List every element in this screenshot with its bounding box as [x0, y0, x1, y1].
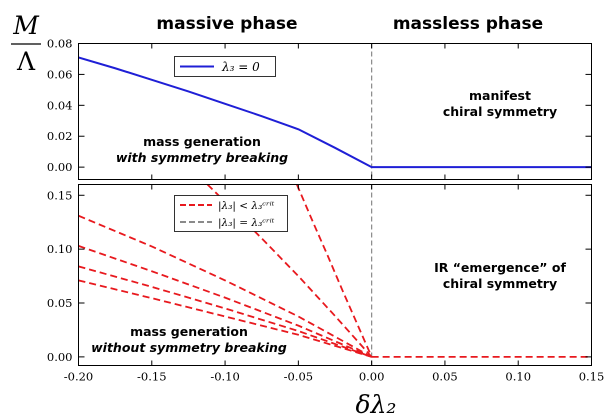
series-line-2	[78, 265, 372, 358]
x-axis-label: δλ₂	[356, 390, 397, 419]
annotation-with-symmetry-breaking: with symmetry breaking	[116, 150, 288, 165]
series-line-3	[78, 245, 372, 358]
panel-bottom-series	[78, 184, 592, 358]
y-tick-label: 0.05	[47, 296, 73, 310]
y-tick-label: 0.08	[47, 37, 73, 51]
annotation-ir-emergence: IR “emergence” of	[434, 260, 566, 275]
x-tick-label: 0.05	[432, 370, 458, 384]
series-line-4	[78, 214, 373, 358]
y-tick-label: 0.00	[47, 160, 73, 174]
legend-label-lambda3-zero: λ₃ = 0	[221, 60, 260, 74]
x-tick-label: 0.00	[359, 370, 385, 384]
annotation-without-symmetry-breaking: without symmetry breaking	[91, 340, 287, 355]
massless-phase-title: massless phase	[393, 14, 543, 34]
series-line-1	[78, 279, 372, 358]
y-tick-label: 0.04	[47, 98, 73, 112]
x-tick-label: -0.15	[137, 370, 167, 384]
y-tick-label: 0.06	[47, 67, 73, 81]
panel-top: 0.08 0.06 0.04 0.02 0.00 λ₃ = 0 mass generat…	[47, 37, 592, 180]
legend-box	[174, 56, 276, 77]
panel-top-legend: λ₃ = 0	[174, 56, 276, 77]
panel-bottom-annotation-left: mass generation without symmetry breakin…	[91, 324, 287, 355]
x-tick-label: 0.15	[579, 370, 605, 384]
y-tick-label: 0.15	[47, 188, 73, 202]
panel-bottom-ticks: 0.15 0.10 0.05 0.00 -0.20 -0.15 -0.10 -0.05 0.00…	[47, 184, 605, 384]
x-tick-label: -0.10	[210, 370, 240, 384]
annotation-chiral-symmetry-top: chiral symmetry	[443, 104, 557, 119]
panel-bottom-frame	[78, 184, 592, 366]
series-line-6	[296, 184, 373, 358]
x-tick-label: -0.05	[284, 370, 314, 384]
panel-top-annotation-right: manifest chiral symmetry	[443, 88, 557, 119]
y-axis-label-numerator: M	[12, 11, 40, 40]
panel-bottom-annotation-right: IR “emergence” of chiral symmetry	[434, 260, 566, 291]
annotation-mass-generation: mass generation	[143, 134, 261, 149]
panel-top-frame	[78, 43, 592, 180]
annotation-chiral-symmetry-bottom: chiral symmetry	[443, 276, 557, 291]
legend-box	[174, 195, 288, 232]
massive-phase-title: massive phase	[156, 14, 297, 34]
panel-bottom-legend: |λ₃| < λ₃ᶜʳⁱᵗ |λ₃| = λ₃ᶜʳⁱᵗ	[174, 195, 288, 232]
legend-label-at-critical: |λ₃| = λ₃ᶜʳⁱᵗ	[218, 217, 275, 230]
y-tick-label: 0.00	[47, 350, 73, 364]
annotation-manifest: manifest	[469, 88, 531, 103]
legend-label-below-critical: |λ₃| < λ₃ᶜʳⁱᵗ	[218, 200, 275, 213]
panel-bottom: 0.15 0.10 0.05 0.00 -0.20 -0.15 -0.10 -0.05 0.00…	[47, 184, 605, 384]
panel-top-annotation-left: mass generation with symmetry breaking	[116, 134, 288, 165]
x-tick-label: 0.10	[505, 370, 531, 384]
y-tick-label: 0.02	[47, 129, 73, 143]
x-tick-label: -0.20	[64, 370, 94, 384]
y-axis-label-denominator: Λ	[16, 47, 36, 76]
series-line-5	[206, 184, 373, 358]
annotation-mass-generation: mass generation	[130, 324, 248, 339]
panel-top-series	[78, 56, 592, 169]
series-line-1	[78, 56, 592, 169]
y-axis-label: M Λ	[11, 11, 41, 76]
y-tick-label: 0.10	[47, 242, 73, 256]
